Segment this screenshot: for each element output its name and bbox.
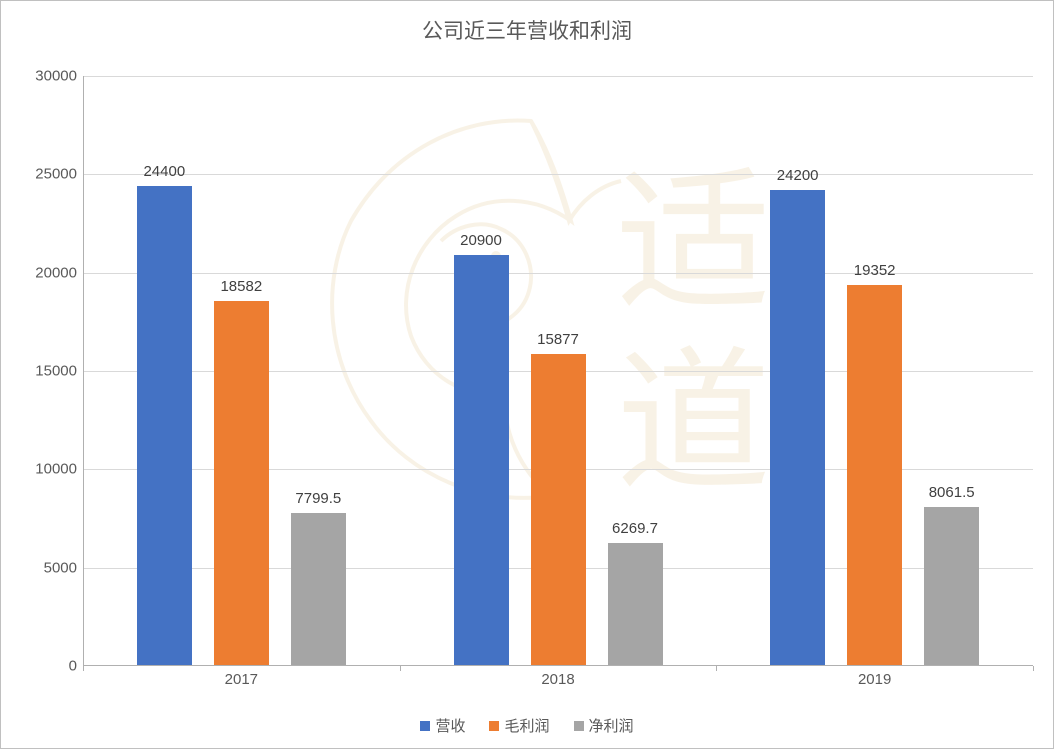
y-axis: 050001000015000200002500030000 bbox=[19, 76, 77, 666]
y-tick-label: 10000 bbox=[19, 461, 77, 478]
bar-净利润 bbox=[924, 507, 979, 666]
bar-营收 bbox=[137, 186, 192, 666]
x-tick bbox=[1033, 666, 1034, 671]
bar-value-label: 20900 bbox=[460, 232, 502, 249]
bar-净利润 bbox=[291, 513, 346, 666]
bar-value-label: 6269.7 bbox=[612, 520, 658, 537]
legend-label: 营收 bbox=[435, 715, 465, 736]
bar-chart: 公司近三年营收和利润 适 道 0500010000150002000025000… bbox=[0, 0, 1054, 749]
bar-毛利润 bbox=[847, 285, 902, 666]
bar-营收 bbox=[454, 255, 509, 666]
bar-value-label: 15877 bbox=[537, 331, 579, 348]
legend-item: 毛利润 bbox=[489, 715, 549, 736]
x-tick-label: 2018 bbox=[541, 671, 574, 688]
bars-layer: 24400 18582 7799.5 20900 15877 6269.7 24200 193… bbox=[83, 76, 1033, 666]
y-tick-label: 15000 bbox=[19, 363, 77, 380]
plot-area: 24400 18582 7799.5 20900 15877 6269.7 24200 193… bbox=[83, 76, 1033, 666]
y-tick-label: 30000 bbox=[19, 68, 77, 85]
x-axis-line bbox=[83, 665, 1033, 666]
bar-value-label: 7799.5 bbox=[295, 490, 341, 507]
y-axis-line bbox=[83, 76, 84, 666]
bar-营收 bbox=[770, 190, 825, 666]
bar-毛利润 bbox=[214, 301, 269, 666]
x-tick bbox=[83, 666, 84, 671]
bar-value-label: 8061.5 bbox=[929, 484, 975, 501]
y-tick-label: 25000 bbox=[19, 166, 77, 183]
x-tick-label: 2017 bbox=[225, 671, 258, 688]
y-tick-label: 0 bbox=[19, 658, 77, 675]
legend-swatch bbox=[489, 721, 499, 731]
bar-净利润 bbox=[608, 543, 663, 666]
y-tick-label: 5000 bbox=[19, 559, 77, 576]
chart-title: 公司近三年营收和利润 bbox=[1, 1, 1053, 45]
legend-item: 净利润 bbox=[574, 715, 634, 736]
x-tick-label: 2019 bbox=[858, 671, 891, 688]
bar-value-label: 19352 bbox=[854, 262, 896, 279]
bar-value-label: 18582 bbox=[220, 278, 262, 295]
legend: 营收 毛利润 净利润 bbox=[1, 715, 1053, 736]
bar-value-label: 24400 bbox=[143, 163, 185, 180]
legend-item: 营收 bbox=[420, 715, 465, 736]
x-axis: 2017 2018 2019 bbox=[83, 671, 1033, 695]
legend-swatch bbox=[420, 721, 430, 731]
legend-swatch bbox=[574, 721, 584, 731]
legend-label: 毛利润 bbox=[504, 715, 549, 736]
bar-毛利润 bbox=[531, 354, 586, 666]
x-tick bbox=[400, 666, 401, 671]
legend-label: 净利润 bbox=[589, 715, 634, 736]
x-tick bbox=[716, 666, 717, 671]
bar-value-label: 24200 bbox=[777, 167, 819, 184]
y-tick-label: 20000 bbox=[19, 264, 77, 281]
